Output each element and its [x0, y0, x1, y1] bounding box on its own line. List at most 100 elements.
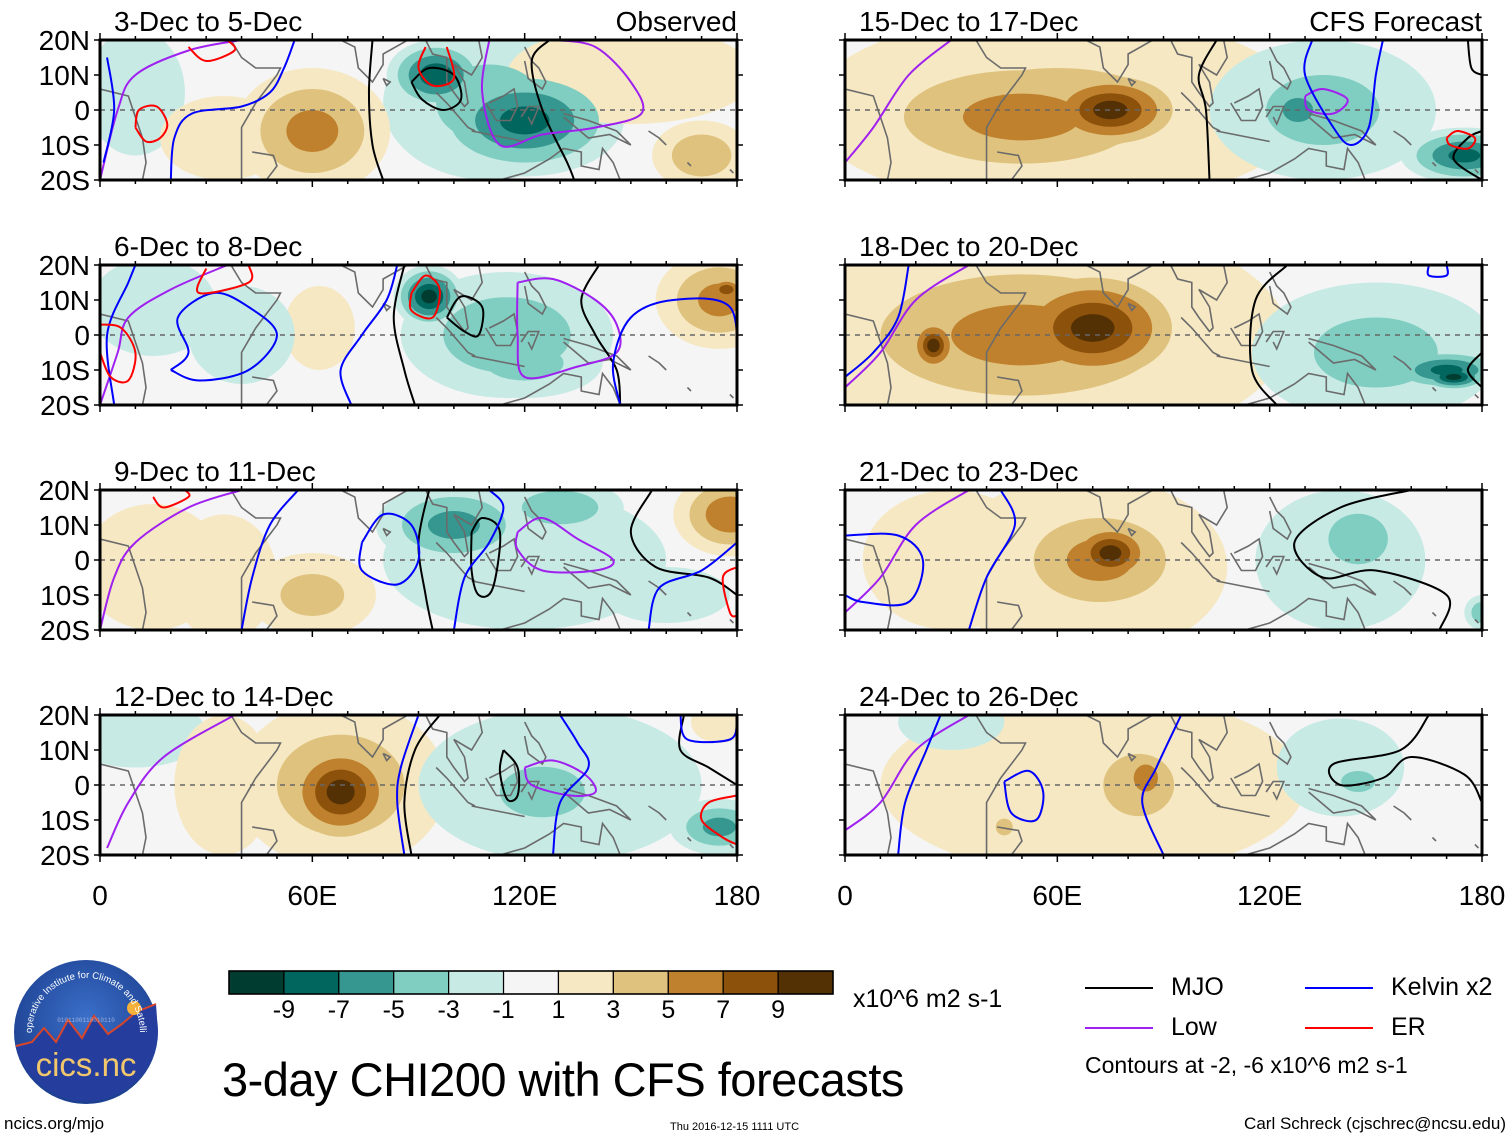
- colorbar-labels: -9 -7 -5 -3 -1 1 3 5 7 9: [0, 996, 1510, 1026]
- coastline: [686, 611, 692, 617]
- coastline: [1308, 337, 1377, 371]
- coastline: [845, 88, 892, 180]
- y-tick-label: 20S: [40, 840, 90, 871]
- panel-title: 18-Dec to 20-Dec: [859, 231, 1078, 262]
- website-link[interactable]: ncics.org/mjo: [4, 1114, 105, 1133]
- coastline: [471, 805, 525, 818]
- coastline: [382, 77, 392, 87]
- legend-label-er: ER: [1391, 1013, 1426, 1041]
- coastline: [1308, 112, 1377, 146]
- panel-title: 21-Dec to 23-Dec: [859, 456, 1078, 487]
- y-tick-label: 20S: [40, 390, 90, 421]
- contour-mjo: [1328, 715, 1482, 804]
- anomaly-region: [1341, 771, 1376, 792]
- coastline: [1431, 386, 1437, 392]
- contour-kelvin: [647, 541, 737, 630]
- legend: MJO Kelvin x2 Low ER: [1085, 970, 1510, 1090]
- contour-mjo: [1466, 351, 1482, 389]
- x-tick-label: 180: [1459, 880, 1506, 911]
- colorbar-tick-label: -7: [327, 996, 350, 1024]
- coastline: [1230, 762, 1264, 797]
- anomaly-region: [170, 514, 277, 630]
- contour-mjo: [445, 295, 485, 338]
- coastline: [1244, 146, 1366, 180]
- svg-text:0101100110010110: 0101100110010110: [57, 1017, 115, 1024]
- contour-low: [523, 759, 597, 797]
- contour-er: [134, 104, 169, 144]
- coastline: [1216, 580, 1270, 593]
- x-tick-label: 180: [714, 880, 761, 911]
- coastline: [1085, 490, 1154, 534]
- coastline: [1474, 618, 1480, 624]
- coastline: [975, 265, 1027, 405]
- coastline: [1265, 105, 1286, 126]
- coastline: [997, 601, 1023, 630]
- coastline: [975, 40, 1027, 180]
- legend-label-kelvin: Kelvin x2: [1391, 973, 1493, 1001]
- coastline: [435, 541, 476, 582]
- coastline: [845, 538, 892, 630]
- coastline: [1085, 40, 1154, 84]
- contour-note: Contours at -2, -6 x10^6 m2 s-1: [1085, 1052, 1408, 1078]
- figure-title: 3-day CHI200 with CFS forecasts: [222, 1053, 904, 1106]
- coastline: [435, 91, 476, 132]
- anomaly-region: [1471, 602, 1482, 623]
- contour-mjo: [470, 516, 502, 598]
- contour-kelvin: [897, 715, 942, 855]
- y-tick-label: 10N: [39, 60, 90, 91]
- legend-line-kelvin: [1305, 986, 1373, 989]
- anomaly-region: [1276, 718, 1405, 817]
- colorbar-swatch: [667, 970, 724, 995]
- anomaly-region: [898, 715, 1005, 750]
- coastline: [648, 355, 667, 371]
- y-tick-label: 10S: [40, 130, 90, 161]
- column-header: CFS Forecast: [1309, 6, 1482, 37]
- coastline: [1393, 580, 1412, 596]
- column-header: Observed: [616, 6, 737, 37]
- coastline: [424, 715, 484, 783]
- contour-er: [417, 46, 456, 88]
- map-panel: [845, 490, 1482, 630]
- anomaly-region: [1328, 513, 1388, 565]
- coastline: [997, 826, 1023, 855]
- x-tick-label: 60E: [287, 880, 337, 911]
- colorbar-swatch: [338, 970, 395, 995]
- contour-kelvin: [339, 265, 399, 405]
- anomaly-region: [1445, 373, 1462, 381]
- contour-kelvin: [1141, 715, 1183, 855]
- coastline: [523, 496, 547, 541]
- coastline: [100, 313, 147, 405]
- x-tick-label: 60E: [1032, 880, 1082, 911]
- coastline: [1268, 46, 1292, 91]
- contour-mjo: [392, 265, 416, 405]
- cics-logo[interactable]: 0101100110010110 Cooperative Institute f…: [12, 958, 160, 1106]
- coastline: [1393, 355, 1412, 371]
- logo-text: cics.nc: [36, 1046, 137, 1083]
- anomaly-region: [427, 511, 480, 539]
- coastline: [230, 40, 282, 180]
- panel-title: 15-Dec to 17-Dec: [859, 6, 1078, 37]
- contour-kelvin: [845, 532, 925, 607]
- colorbar-tick-label: 7: [716, 996, 731, 1024]
- coastline: [520, 330, 541, 351]
- legend-line-mjo: [1085, 986, 1153, 989]
- coastline: [424, 265, 484, 333]
- contour-low: [845, 490, 970, 614]
- y-tick-label: 20N: [39, 250, 90, 281]
- coastline: [1216, 355, 1270, 368]
- x-tick-label: 120E: [1237, 880, 1302, 911]
- colorbar-tick-label: -5: [382, 996, 405, 1024]
- contour-mjo: [498, 749, 521, 803]
- panel-title: 12-Dec to 14-Dec: [114, 681, 333, 712]
- coastline: [1393, 130, 1412, 146]
- contour-low: [100, 490, 242, 630]
- coastline: [230, 265, 282, 405]
- contour-kelvin: [170, 291, 278, 382]
- panel-title: 24-Dec to 26-Dec: [859, 681, 1078, 712]
- colorbar-tick-label: -3: [437, 996, 460, 1024]
- anomaly-region: [1255, 490, 1426, 630]
- contour-er: [187, 40, 237, 63]
- contour-mjo: [1466, 40, 1482, 76]
- contour-mjo: [1249, 265, 1289, 405]
- coastline: [382, 527, 392, 537]
